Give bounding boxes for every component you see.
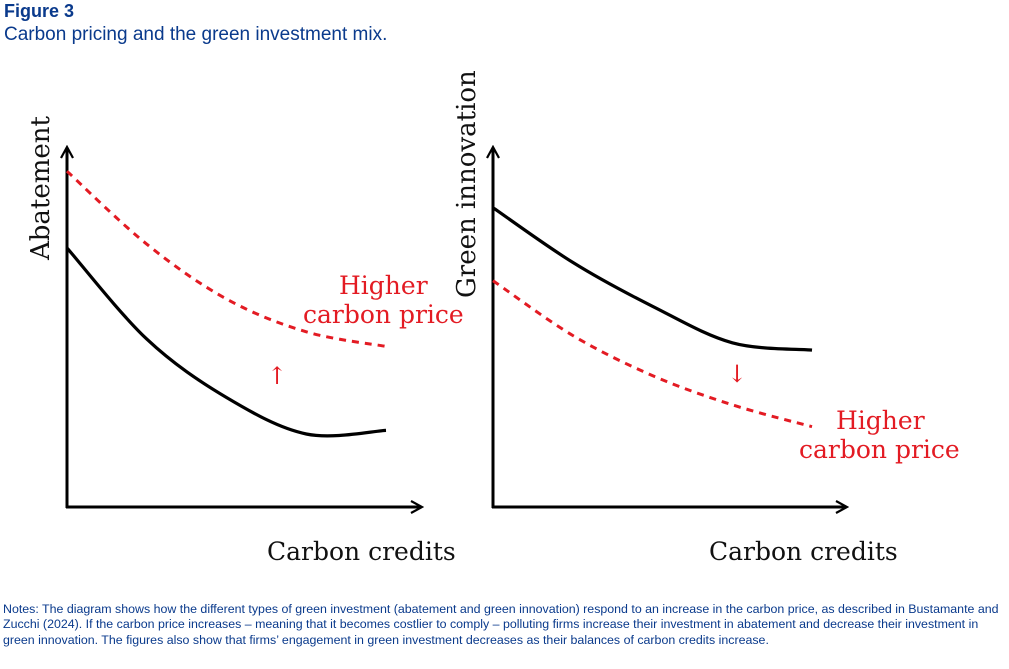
abatement-annotation-line1: Higher	[339, 271, 428, 300]
abatement-annotation-line2: carbon price	[303, 300, 464, 329]
figure-notes: Notes: The diagram shows how the differe…	[3, 602, 999, 647]
figure-label: Figure 3	[4, 1, 75, 21]
innovation-baseline-curve	[492, 206, 813, 352]
innovation-annotation-line2: carbon price	[799, 435, 960, 464]
chart-abatement: Abatement Carbon credits Higher carbon p…	[26, 115, 464, 566]
figure-diagrams: Abatement Carbon credits Higher carbon p…	[26, 70, 960, 566]
abatement-higher-price-curve	[65, 170, 387, 348]
abatement-baseline-curve	[65, 246, 387, 438]
innovation-higher-price-curve	[492, 279, 813, 429]
innovation-x-label: Carbon credits	[709, 537, 898, 566]
figure-title: Carbon pricing and the green investment …	[4, 24, 388, 45]
innovation-y-label: Green innovation	[452, 70, 482, 298]
abatement-shift-arrow-icon: ↑	[267, 362, 287, 390]
innovation-annotation-line1: Higher	[836, 406, 925, 435]
abatement-y-label: Abatement	[26, 115, 56, 261]
innovation-shift-arrow-icon: ↓	[727, 360, 747, 388]
chart-green-innovation: Green innovation Carbon credits Higher c…	[452, 70, 960, 566]
abatement-x-label: Carbon credits	[267, 537, 456, 566]
